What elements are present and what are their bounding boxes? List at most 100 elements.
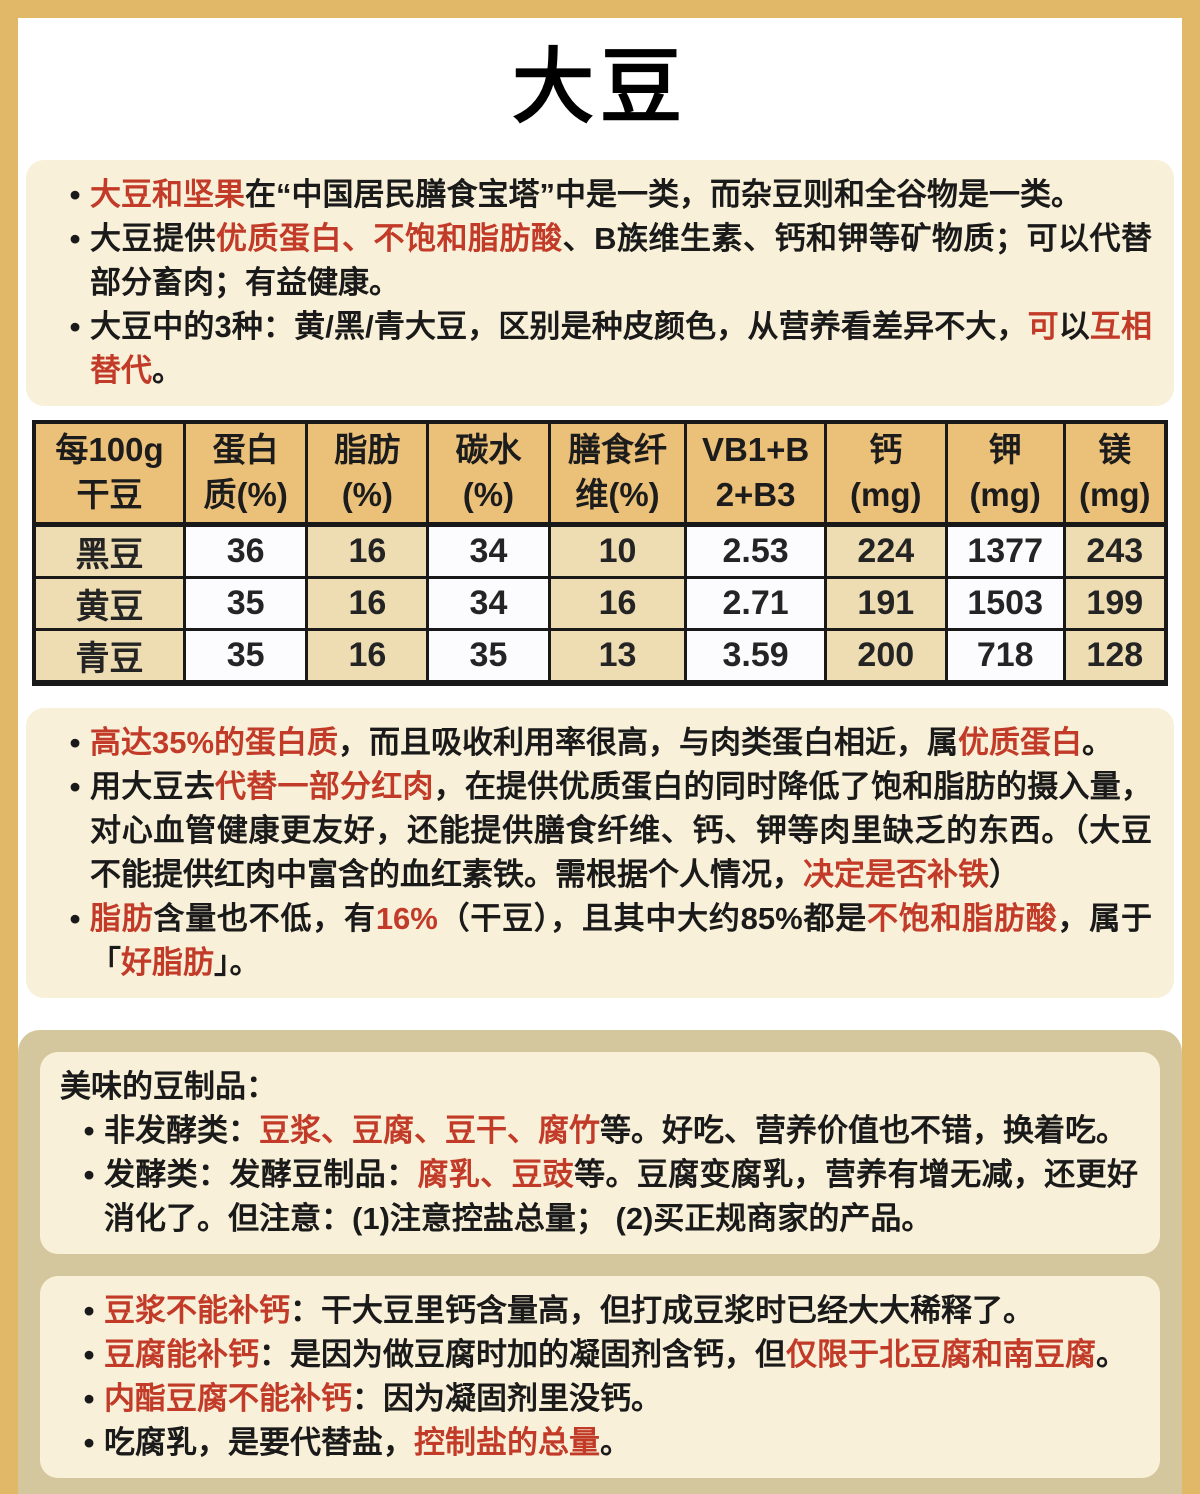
bullet-text: 吃腐乳，是要代替盐，控制盐的总量。: [104, 1421, 1138, 1465]
calcium-panel: • 豆浆不能补钙：干大豆里钙含量高，但打成豆浆时已经大大稀释了。 • 豆腐能补钙…: [40, 1275, 1160, 1478]
text-segment: 优质蛋白: [958, 724, 1083, 760]
text-segment: ：是因为做豆腐时加的凝固剂含钙，但: [259, 1336, 786, 1372]
text-segment: 含量也不低，有: [153, 900, 376, 936]
table-cell: 10: [547, 522, 688, 579]
text-segment: 。: [152, 352, 183, 388]
bullet-dot: •: [69, 176, 81, 212]
table-cell: 199: [1062, 575, 1168, 631]
table-header-cell: 钾 (mg): [944, 420, 1066, 527]
page-title: 大豆: [511, 42, 688, 133]
bullet: • 内酯豆腐不能补钙：因为凝固剂里没钙。: [54, 1377, 1138, 1421]
table-header-cell: 每100g 干豆: [32, 420, 187, 527]
table-cell: 16: [305, 627, 430, 685]
text-segment: ：因为凝固剂里没钙。: [352, 1380, 662, 1416]
table-cell: 191: [823, 575, 948, 631]
table-header-cell: 碳水 (%): [426, 420, 551, 527]
text-segment: 内酯豆腐不能补钙: [104, 1380, 352, 1416]
text-segment: ，而且吸收利用率很高，与肉类蛋白相近，属: [338, 724, 959, 760]
bullet: • 豆腐能补钙：是因为做豆腐时加的凝固剂含钙，但仅限于北豆腐和南豆腐。: [54, 1333, 1138, 1377]
bullet-text: 豆腐能补钙：是因为做豆腐时加的凝固剂含钙，但仅限于北豆腐和南豆腐。: [104, 1333, 1138, 1377]
text-segment: 。: [600, 1424, 631, 1460]
table-header-row: 每100g 干豆 蛋白 质(%) 脂肪 (%) 碳水 (%) 膳食纤 维(%) …: [32, 420, 1168, 527]
table-cell: 34: [426, 522, 551, 579]
text-segment: 决定是否补铁: [803, 856, 989, 892]
intro-panel: • 大豆和坚果在“中国居民膳食宝塔”中是一类，而杂豆则和全谷物是一类。 • 大豆…: [26, 159, 1174, 406]
text-segment: 大豆中的3种：黄/黑/青大豆，区别是种皮颜色，从营养看差异不大，: [90, 308, 1028, 344]
bullet-text: 用大豆去代替一部分红肉，在提供优质蛋白的同时降低了饱和脂肪的摄入量，对心血管健康…: [90, 765, 1152, 897]
bullet-dot: •: [69, 724, 81, 760]
text-segment: ）: [989, 856, 1020, 892]
text-segment: 16%: [375, 900, 438, 936]
bullet: • 非发酵类：豆浆、豆腐、豆干、腐竹等。好吃、营养价值也不错，换着吃。: [54, 1109, 1138, 1153]
text-segment: 豆浆不能补钙: [104, 1292, 290, 1328]
text-segment: 吃腐乳，是要代替盐，: [104, 1424, 414, 1460]
text-segment: 豆腐能补钙: [104, 1336, 259, 1372]
table-header-cell: 脂肪 (%): [305, 420, 430, 527]
bullet-text: 非发酵类：豆浆、豆腐、豆干、腐竹等。好吃、营养价值也不错，换着吃。: [104, 1109, 1138, 1153]
text-segment: 可: [1027, 308, 1059, 344]
table-header-cell: 钙 (mg): [823, 420, 948, 527]
text-segment: 优质蛋白、不饱和脂肪酸: [216, 220, 563, 256]
bullet-text: 脂肪含量也不低，有16%（干豆），且其中大约85%都是不饱和脂肪酸，属于「好脂肪…: [90, 897, 1152, 985]
table-cell: 13: [547, 627, 688, 685]
text-segment: 腐乳、豆豉: [417, 1156, 575, 1192]
table-cell: 2.71: [684, 575, 827, 631]
bullet-text: 豆浆不能补钙：干大豆里钙含量高，但打成豆浆时已经大大稀释了。: [104, 1289, 1138, 1333]
text-segment: 控制盐的总量: [414, 1424, 600, 1460]
text-segment: ：干大豆里钙含量高，但打成豆浆时已经大大稀释了。: [290, 1292, 1034, 1328]
bullet-dot: •: [69, 768, 81, 804]
table-cell: 2.53: [684, 522, 827, 579]
text-segment: 非发酵类：: [104, 1112, 259, 1148]
bullet: • 大豆提供优质蛋白、不饱和脂肪酸、B族维生素、钙和钾等矿物质；可以代替部分畜肉…: [40, 217, 1152, 305]
table-cell: 16: [547, 575, 688, 631]
bullet: • 吃腐乳，是要代替盐，控制盐的总量。: [54, 1421, 1138, 1465]
bullet: • 用大豆去代替一部分红肉，在提供优质蛋白的同时降低了饱和脂肪的摄入量，对心血管…: [40, 765, 1152, 897]
bullet-dot: •: [83, 1380, 95, 1416]
table-cell: 16: [305, 575, 430, 631]
table-cell: 128: [1062, 627, 1168, 685]
text-segment: 好脂肪: [121, 944, 214, 980]
table-cell: 1377: [944, 522, 1066, 579]
table-cell: 黑豆: [32, 522, 187, 579]
products-header: 美味的豆制品：: [60, 1068, 277, 1104]
analysis-panel: • 高达35%的蛋白质，而且吸收利用率很高，与肉类蛋白相近，属优质蛋白。 • 用…: [26, 707, 1174, 998]
text-segment: 用大豆去: [90, 768, 215, 804]
bullet-text: 大豆和坚果在“中国居民膳食宝塔”中是一类，而杂豆则和全谷物是一类。: [90, 173, 1152, 217]
text-segment: 互相替代: [90, 308, 1153, 388]
text-segment: 高达35%的蛋白质: [90, 724, 339, 760]
bullet-dot: •: [69, 220, 81, 256]
table-header-cell: VB1+B 2+B3: [684, 420, 827, 527]
table-row: 黑豆 36 16 34 10 2.53 224 1377 243: [32, 522, 1168, 579]
text-segment: 不饱和脂肪酸: [866, 900, 1058, 936]
text-segment: ，在提供优质蛋白的同时降低了饱和脂肪的摄入量，对心血管健康更友好，还能提供膳食纤…: [90, 768, 1153, 892]
table-cell: 243: [1062, 522, 1168, 579]
text-segment: 仅限于北豆腐和南豆腐: [786, 1336, 1096, 1372]
text-segment: 」。: [214, 944, 261, 980]
text-segment: 脂肪: [90, 900, 154, 936]
text-segment: 。: [1096, 1336, 1127, 1372]
bullet-dot: •: [69, 308, 81, 344]
bullet-dot: •: [83, 1336, 95, 1372]
bullet-dot: •: [83, 1424, 95, 1460]
page-root: 大豆 • 大豆和坚果在“中国居民膳食宝塔”中是一类，而杂豆则和全谷物是一类。 •…: [18, 18, 1182, 1494]
text-segment: 豆浆、豆腐、豆干、腐竹: [259, 1112, 600, 1148]
table-cell: 1503: [944, 575, 1066, 631]
table-cell: 35: [183, 575, 309, 631]
table-cell: 青豆: [32, 627, 187, 685]
nutrition-table: 每100g 干豆 蛋白 质(%) 脂肪 (%) 碳水 (%) 膳食纤 维(%) …: [32, 419, 1168, 686]
products-panel: 美味的豆制品： • 非发酵类：豆浆、豆腐、豆干、腐竹等。好吃、营养价值也不错，换…: [40, 1051, 1160, 1254]
text-segment: 大豆提供: [90, 220, 217, 256]
bullet: • 脂肪含量也不低，有16%（干豆），且其中大约85%都是不饱和脂肪酸，属于「好…: [40, 897, 1152, 985]
table-row: 青豆 35 16 35 13 3.59 200 718 128: [32, 627, 1168, 685]
table-header-cell: 蛋白 质(%): [183, 420, 309, 527]
table-header-cell: 膳食纤 维(%): [547, 420, 688, 527]
bullet-dot: •: [83, 1112, 95, 1148]
bottom-container: 美味的豆制品： • 非发酵类：豆浆、豆腐、豆干、腐竹等。好吃、营养价值也不错，换…: [18, 1029, 1182, 1494]
text-segment: 在“中国居民膳食宝塔”中是一类，而杂豆则和全谷物是一类。: [245, 176, 1082, 212]
table-row: 黄豆 35 16 34 16 2.71 191 1503 199: [32, 575, 1168, 631]
text-segment: 发酵类：发酵豆制品：: [104, 1156, 418, 1192]
bullet-dot: •: [83, 1292, 95, 1328]
text-segment: 等。豆腐变腐乳，营养有增无减，还更好消化了。但注意：(1)注意控盐总量； (2)…: [104, 1156, 1138, 1236]
text-segment: 代替一部分红肉: [214, 768, 434, 804]
